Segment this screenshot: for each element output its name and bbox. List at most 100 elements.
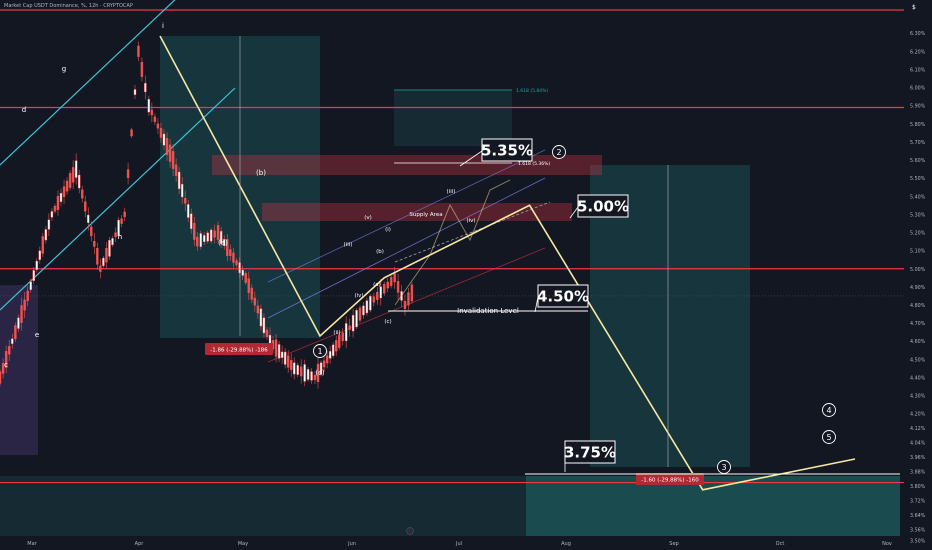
candle-body: [303, 364, 306, 382]
candle-body: [77, 174, 81, 189]
candle-body: [65, 180, 69, 192]
candle-body: [362, 305, 365, 316]
candle-body: [165, 137, 169, 155]
candle-body: [133, 89, 137, 95]
wave-letter-8: (c): [315, 369, 325, 377]
measure-right-label: -1.60 (-29.88%) -160: [641, 478, 699, 484]
y-tick-2: 6.10%: [910, 67, 926, 73]
y-tick-22: 4.12%: [910, 426, 926, 432]
wave-letter-17: (iii): [447, 189, 456, 195]
candle-body: [4, 351, 8, 368]
callout-box-0: [481, 138, 533, 162]
candle-body: [316, 363, 320, 382]
candle-body: [38, 250, 42, 260]
y-tick-27: 3.72%: [910, 499, 926, 505]
candle-body: [1, 363, 5, 374]
candle-body: [50, 211, 54, 218]
wave-letter-3: h: [118, 233, 122, 241]
y-tick-9: 5.40%: [910, 194, 926, 200]
y-tick-12: 5.10%: [910, 249, 926, 255]
candle-body: [286, 355, 290, 368]
candle-body: [130, 129, 133, 137]
x-tick-5: Aug: [561, 541, 571, 547]
candle-body: [99, 265, 102, 272]
y-tick-30: 3.50%: [910, 539, 926, 545]
candle-body: [313, 374, 317, 381]
candle-body: [277, 344, 281, 359]
y-tick-8: 5.50%: [910, 176, 926, 182]
candle-body: [235, 260, 238, 266]
x-tick-6: Sep: [669, 541, 678, 547]
candle-body: [372, 296, 376, 303]
candle-body: [87, 214, 90, 223]
candle-body: [310, 371, 313, 381]
candle-body: [171, 151, 175, 169]
candle-body: [351, 314, 355, 332]
candle-body: [250, 287, 254, 300]
x-tick-2: May: [238, 541, 248, 547]
rising-channel-mid: [267, 177, 546, 319]
wave-letter-9: (i): [385, 227, 391, 233]
candle-body: [280, 351, 284, 358]
candle-body: [81, 189, 84, 199]
candle-body: [11, 338, 14, 344]
dashed-channel: [394, 201, 551, 263]
wave-letter-2: d: [22, 106, 26, 114]
candle-body: [14, 325, 17, 340]
candle-body: [355, 309, 358, 328]
x-tick-8: Nov: [882, 541, 892, 547]
candle-body: [150, 109, 154, 116]
candle-body: [196, 236, 199, 247]
candle-body: [117, 219, 120, 237]
y-tick-25: 3.88%: [910, 470, 926, 476]
candle-body: [358, 307, 362, 321]
candle-body: [193, 223, 196, 240]
y-tick-19: 4.40%: [910, 375, 926, 381]
candle-body: [177, 171, 181, 190]
candle-body: [244, 272, 247, 283]
candle-body: [20, 305, 23, 323]
wave-letter-15: (b): [376, 249, 384, 255]
candle-body: [84, 201, 87, 212]
candle-body: [190, 213, 193, 229]
candle-body: [209, 229, 213, 242]
candle-body: [253, 297, 257, 306]
y-tick-21: 4.20%: [910, 412, 926, 418]
candle-body: [274, 339, 278, 357]
callout-text-3: 3.75%: [564, 444, 616, 462]
purple-zone: [0, 285, 38, 455]
candle-body: [44, 229, 48, 241]
fib-zone: [394, 90, 512, 146]
candle-body: [120, 218, 123, 224]
fib-top-label: 1.618 (5.84%): [516, 88, 548, 94]
wave-letter-1: g: [62, 65, 66, 73]
candle-body: [32, 270, 35, 281]
candle-body: [296, 365, 299, 375]
x-tick-0: Mar: [27, 541, 37, 547]
candle-body: [153, 116, 157, 122]
candle-body: [162, 133, 166, 146]
candle-body: [383, 284, 386, 294]
wave-circle-label-5: 5: [826, 433, 831, 442]
candle-body: [41, 236, 45, 254]
wave-circle-5: [822, 430, 836, 444]
candle-body: [203, 235, 206, 242]
candle-body: [108, 240, 111, 257]
candle-body: [226, 239, 229, 257]
candle-body: [328, 351, 332, 359]
candle-body: [0, 371, 2, 384]
candle-body: [389, 276, 393, 286]
rising-channel-low: [267, 247, 546, 363]
candle-body: [53, 205, 57, 212]
candle-body: [174, 164, 178, 176]
callout-leader-0: [459, 150, 483, 167]
candle-body: [393, 273, 396, 283]
measure-left-tag: [205, 343, 273, 355]
candle-body: [293, 362, 296, 375]
wave-letter-16: (c): [384, 319, 391, 325]
candle-body: [96, 247, 99, 265]
y-tick-24: 3.96%: [910, 455, 926, 461]
y-tick-17: 4.60%: [910, 339, 926, 345]
candle-body: [90, 226, 93, 237]
